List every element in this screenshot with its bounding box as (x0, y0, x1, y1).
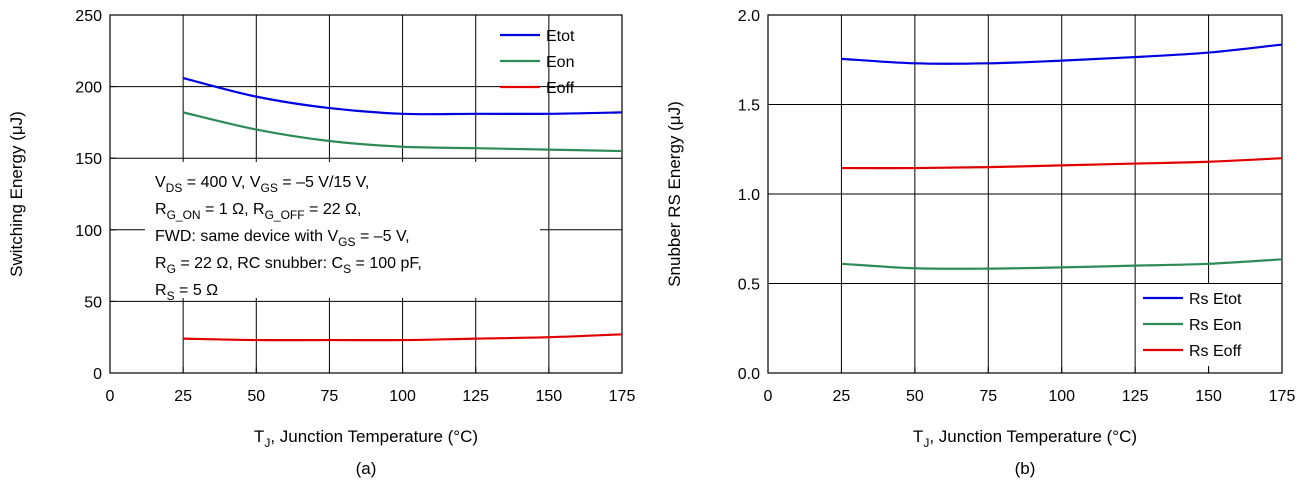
y-axis-title: Snubber RS Energy (μJ) (665, 101, 684, 287)
x-tick-label: 100 (389, 388, 416, 405)
x-axis-title-subscript: J (264, 436, 270, 450)
annotation-line: VDS = 400 V, VGS = –5 V/15 V, (155, 174, 369, 195)
x-axis-title: TJ, Junction Temperature (°C) (913, 427, 1137, 450)
series-line-eoff (183, 333, 623, 342)
legend-label: Rs Eon (1189, 317, 1241, 334)
conditions-annotation: VDS = 400 V, VGS = –5 V/15 V,RG_ON = 1 Ω… (155, 174, 422, 303)
annotation-text: = 1 Ω, R (201, 201, 265, 218)
y-tick-label: 100 (75, 223, 102, 240)
annotation-text: R (155, 255, 167, 272)
x-tick-label: 25 (174, 388, 192, 405)
y-axis-title: Switching Energy (μJ) (7, 111, 26, 277)
legend-label: Etot (546, 28, 575, 45)
x-tick-label: 125 (1122, 388, 1149, 405)
annotation-subscript: G_OFF (265, 208, 305, 222)
x-axis-title-main: T (254, 427, 264, 446)
legend-label: Rs Etot (1189, 291, 1242, 308)
chart-panel-b: 0 25 50 75 100 125 150 175 0.0 0.5 1.0 1.5 2.0 Rs Eto… (665, 8, 1295, 478)
annotation-line: FWD: same device with VGS = –5 V, (155, 228, 410, 249)
legend-label: Eon (546, 54, 574, 71)
x-axis-title-rest: , Junction Temperature (°C) (929, 427, 1137, 446)
x-tick-label: 150 (1195, 388, 1222, 405)
y-tick-label: 2.0 (738, 8, 760, 25)
annotation-subscript: S (343, 262, 351, 276)
annotation-text: = 100 pF, (351, 255, 422, 272)
panel-caption: (a) (356, 459, 377, 478)
y-tick-label: 0.0 (738, 366, 760, 383)
y-tick-label: 0 (93, 366, 102, 383)
series-line-rs-eon (841, 258, 1283, 270)
x-tick-label: 0 (106, 388, 115, 405)
annotation-text: = –5 V, (356, 228, 410, 245)
annotation-subscript: G (167, 262, 176, 276)
x-tick-label: 150 (536, 388, 563, 405)
annotation-subscript: S (167, 289, 175, 303)
legend-label: Eoff (546, 80, 575, 97)
annotation-text: = 5 Ω (175, 282, 219, 299)
x-tick-label: 75 (979, 388, 997, 405)
x-axis-title-rest: , Junction Temperature (°C) (270, 427, 478, 446)
annotation-text: = 400 V, V (182, 174, 260, 191)
legend: Etot Eon Eoff (500, 28, 575, 97)
annotation-line: RG_ON = 1 Ω, RG_OFF = 22 Ω, (155, 201, 361, 222)
annotation-subscript: GS (338, 235, 355, 249)
series-line-rs-eoff (841, 157, 1283, 170)
annotation-line: RS = 5 Ω (155, 282, 218, 303)
annotation-text: = –5 V/15 V, (278, 174, 369, 191)
annotation-background (145, 162, 540, 298)
series-line-eon (182, 111, 623, 153)
x-tick-label: 50 (247, 388, 265, 405)
x-tick-label: 25 (833, 388, 851, 405)
x-tick-label: 50 (906, 388, 924, 405)
annotation-text: FWD: same device with V (155, 228, 338, 245)
legend-label: Rs Eoff (1189, 343, 1242, 360)
plot-frame (109, 14, 623, 374)
x-tick-label: 125 (462, 388, 489, 405)
x-tick-label: 175 (609, 388, 636, 405)
annotation-subscript: GS (260, 181, 277, 195)
series-line-rs-etot (841, 43, 1283, 65)
annotation-subscript: G_ON (167, 208, 201, 222)
x-tick-label: 100 (1048, 388, 1075, 405)
chart-panel-a: 0 25 50 75 100 125 150 175 0 50 100 150 200 250 Etot Eo… (7, 8, 635, 478)
annotation-subscript: DS (166, 181, 183, 195)
annotation-line: RG = 22 Ω, RC snubber: CS = 100 pF, (155, 255, 422, 276)
x-axis-title: TJ, Junction Temperature (°C) (254, 427, 478, 450)
annotation-text: R (155, 201, 167, 218)
annotation-text: = 22 Ω, (305, 201, 362, 218)
y-tick-label: 50 (84, 294, 102, 311)
x-tick-label: 75 (321, 388, 339, 405)
y-tick-label: 0.5 (738, 277, 760, 294)
x-tick-label: 175 (1269, 388, 1296, 405)
y-tick-label: 200 (75, 80, 102, 97)
annotation-text: R (155, 282, 167, 299)
series-line-etot (182, 76, 623, 116)
annotation-text: = 22 Ω, RC snubber: C (176, 255, 343, 272)
y-tick-label: 1.0 (738, 187, 760, 204)
panel-caption: (b) (1015, 459, 1036, 478)
x-axis-title-subscript: J (923, 436, 929, 450)
y-tick-label: 150 (75, 151, 102, 168)
x-axis-title-main: T (913, 427, 923, 446)
y-tick-label: 1.5 (738, 98, 760, 115)
annotation-text: V (155, 174, 166, 191)
x-tick-label: 0 (764, 388, 773, 405)
y-tick-label: 250 (75, 8, 102, 25)
legend: Rs Etot Rs Eon Rs Eoff (1137, 284, 1281, 366)
